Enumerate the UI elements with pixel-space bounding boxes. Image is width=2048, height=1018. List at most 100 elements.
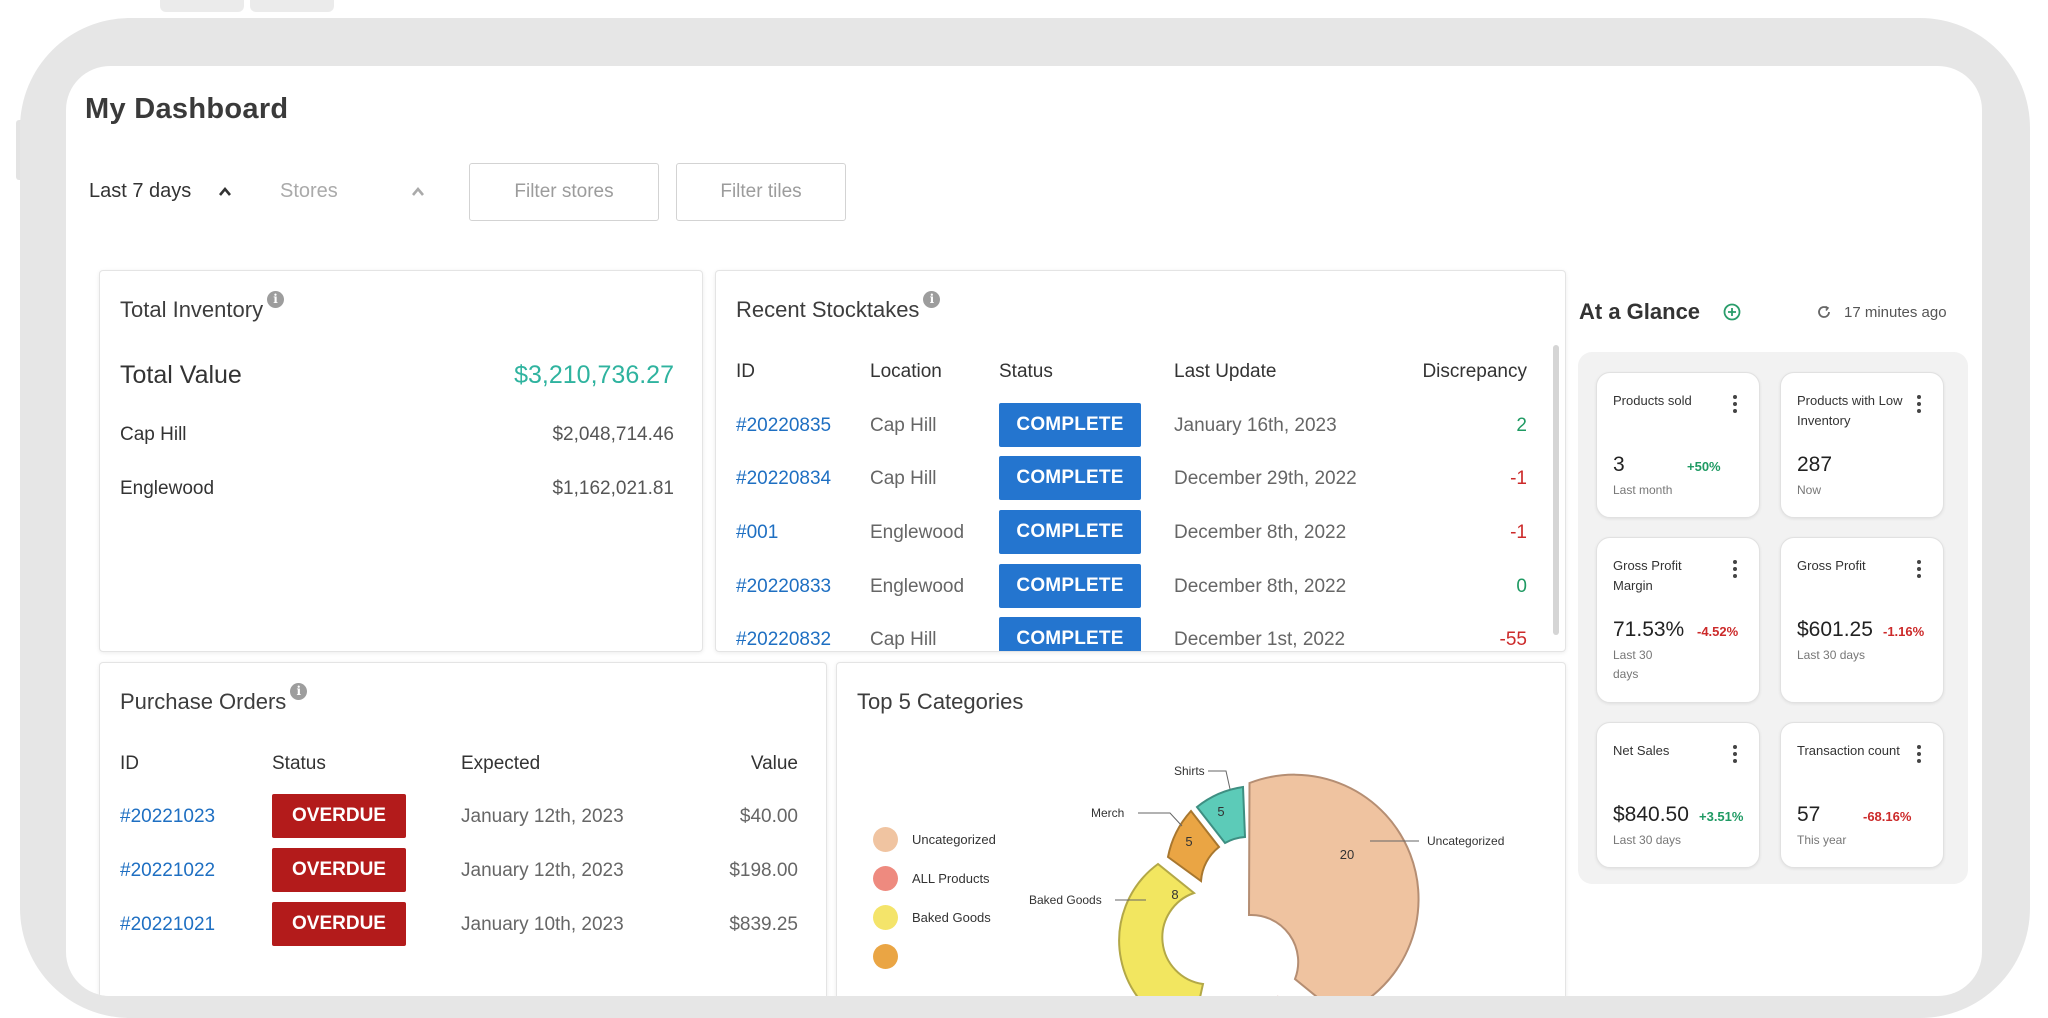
more-options-icon[interactable] [1917, 560, 1921, 578]
column-header-expected: Expected [461, 753, 541, 774]
slice-uncategorized[interactable] [1247, 773, 1420, 996]
stocktake-discrepancy: -1 [1510, 468, 1527, 489]
info-icon[interactable]: i [267, 291, 285, 308]
stores-placeholder: Stores [280, 180, 338, 202]
stocktake-id-link[interactable]: #001 [736, 522, 779, 543]
more-options-icon[interactable] [1917, 395, 1921, 413]
more-options-icon[interactable] [1733, 745, 1737, 763]
tile-subtitle: This year [1797, 833, 1847, 847]
stocktake-id-link[interactable]: #20220834 [736, 468, 832, 489]
stocktake-id-link[interactable]: #20220835 [736, 415, 832, 436]
legend-swatch [873, 905, 898, 930]
stocktake-discrepancy: 0 [1516, 576, 1527, 597]
refresh-icon[interactable] [1816, 304, 1832, 320]
tile-title: Net Sales [1613, 743, 1670, 758]
status-badge: COMPLETE [999, 510, 1141, 554]
total-inventory-title-text: Total Inventory [120, 297, 264, 322]
add-circle-icon[interactable] [1723, 303, 1741, 321]
stocktake-date: December 8th, 2022 [1174, 522, 1347, 543]
tile-title: Gross Profit [1797, 558, 1866, 573]
device-top-notch-left [160, 0, 244, 12]
stocktake-id-link[interactable]: #20220833 [736, 576, 832, 597]
legend-item[interactable]: ALL Products [873, 866, 990, 891]
more-options-icon[interactable] [1733, 395, 1737, 413]
glance-tiles-container: Products sold 3 +50% Last month Products… [1578, 352, 1968, 884]
tile-title: Products sold [1613, 393, 1692, 408]
status-badge: COMPLETE [999, 617, 1141, 651]
glance-tile-net-sales[interactable]: Net Sales $840.50 +3.51% Last 30 days [1596, 722, 1760, 868]
tile-subtitle: Last month [1613, 483, 1673, 497]
slice-value-label: 5 [1217, 804, 1224, 819]
stocktake-date: December 1st, 2022 [1174, 629, 1346, 650]
slice-name-label: Baked Goods [1029, 893, 1102, 907]
purchase-order-id-link[interactable]: #20221022 [120, 860, 216, 881]
tile-change: +3.51% [1699, 809, 1744, 824]
tile-change: -4.52% [1697, 624, 1739, 639]
slice-merch[interactable] [1166, 809, 1221, 883]
purchase-order-id-link[interactable]: #20221021 [120, 914, 216, 935]
glance-tile-low-inventory[interactable]: Products with Low Inventory 287 Now [1780, 372, 1944, 518]
slice-value-label: 20 [1340, 847, 1354, 862]
info-icon[interactable]: i [290, 683, 308, 700]
column-header-status: Status [272, 753, 326, 774]
filter-stores-button[interactable]: Filter stores [469, 163, 659, 221]
more-options-icon[interactable] [1733, 560, 1737, 578]
total-value-label: Total Value [120, 361, 242, 389]
stocktake-date: January 16th, 2023 [1174, 415, 1337, 436]
leader-line [1138, 812, 1183, 827]
info-icon[interactable]: i [923, 291, 941, 308]
column-header-value: Value [750, 753, 798, 774]
tile-subtitle: Now [1797, 483, 1822, 497]
date-range-value: Last 7 days [89, 180, 192, 202]
column-header-discrepancy: Discrepancy [1422, 361, 1527, 382]
tile-change: -68.16% [1863, 809, 1912, 824]
inventory-row-name: Englewood [120, 478, 215, 499]
column-header-location: Location [870, 361, 942, 382]
filter-tiles-button[interactable]: Filter tiles [676, 163, 846, 221]
tile-subtitle: Last 30 days [1613, 648, 1653, 681]
column-header-status: Status [999, 361, 1053, 382]
tile-title: Gross Profit Margin [1613, 558, 1682, 593]
legend-swatch [873, 827, 898, 852]
legend-item[interactable]: Baked Goods [873, 905, 991, 930]
purchase-orders-card: Purchase Orders i ID Status Expected Val… [99, 662, 827, 996]
tile-value: $840.50 [1613, 803, 1689, 826]
status-badge: OVERDUE [272, 902, 406, 946]
glance-tile-gross-profit[interactable]: Gross Profit $601.25 -1.16% Last 30 days [1780, 537, 1944, 703]
tile-value: 71.53% [1613, 618, 1685, 641]
legend-label: ALL Products [912, 871, 990, 886]
slice-shirts[interactable] [1195, 785, 1247, 845]
stocktake-location: Cap Hill [870, 629, 937, 650]
legend-item[interactable]: Uncategorized [873, 827, 996, 852]
slice-value-label: 8 [1171, 887, 1178, 902]
glance-tile-gross-profit-margin[interactable]: Gross Profit Margin 71.53% -4.52% Last 3… [1596, 537, 1760, 703]
legend-swatch [873, 866, 898, 891]
more-options-icon[interactable] [1917, 745, 1921, 763]
column-header-id: ID [736, 361, 755, 382]
stocktake-location: Cap Hill [870, 468, 937, 489]
stocktake-discrepancy: -1 [1510, 522, 1527, 543]
glance-tile-transaction-count[interactable]: Transaction count 57 -68.16% This year [1780, 722, 1944, 868]
recent-stocktakes-card: Recent Stocktakes i ID Location Status L… [715, 270, 1566, 652]
tile-value: 3 [1613, 453, 1625, 476]
recent-stocktakes-title-text: Recent Stocktakes [736, 297, 920, 322]
chevron-up-icon [411, 186, 424, 196]
total-value-amount: $3,210,736.27 [514, 361, 674, 389]
stocktake-date: December 29th, 2022 [1174, 468, 1357, 489]
purchase-order-value: $40.00 [739, 806, 798, 827]
legend-label: Uncategorized [912, 832, 996, 847]
slice-name-label: Uncategorized [1427, 834, 1504, 848]
stores-select[interactable]: Stores [280, 180, 424, 203]
scrollbar[interactable] [1553, 345, 1559, 635]
date-range-select[interactable]: Last 7 days [89, 180, 232, 203]
status-badge: COMPLETE [999, 456, 1141, 500]
slice-value-label: 5 [1185, 834, 1192, 849]
stocktake-id-link[interactable]: #20220832 [736, 629, 832, 650]
purchase-order-id-link[interactable]: #20221023 [120, 806, 216, 827]
tile-title: Transaction count [1797, 743, 1900, 758]
purchase-order-value: $839.25 [729, 914, 798, 935]
purchase-order-value: $198.00 [729, 860, 798, 881]
recent-stocktakes-title: Recent Stocktakes i [736, 291, 941, 323]
glance-tile-products-sold[interactable]: Products sold 3 +50% Last month [1596, 372, 1760, 518]
slice-baked-goods[interactable] [1118, 862, 1205, 996]
